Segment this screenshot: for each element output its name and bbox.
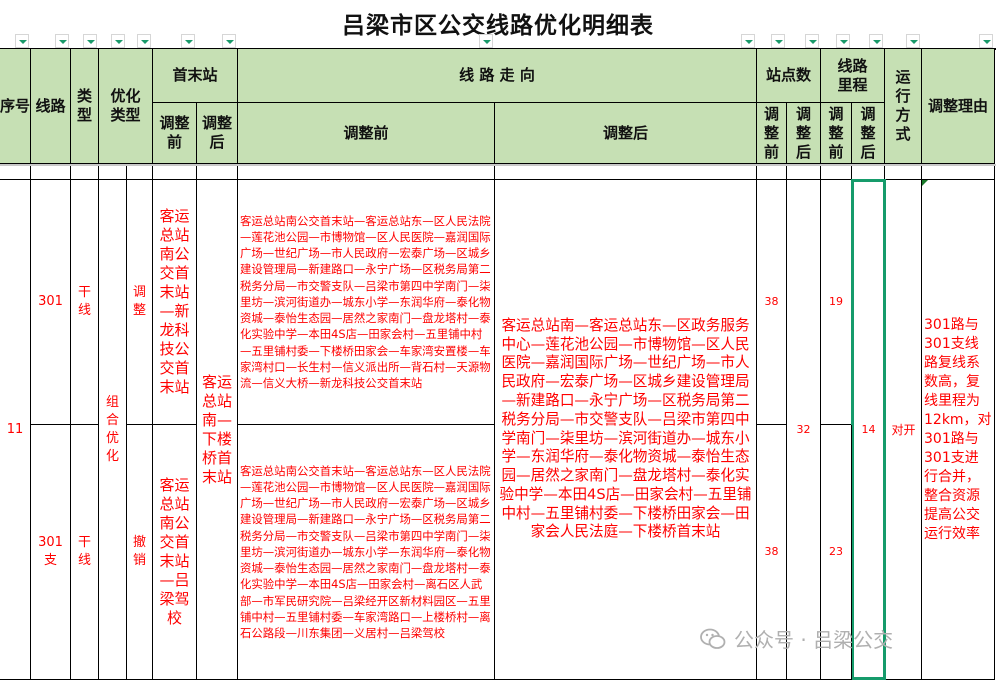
filter-dropdown-button[interactable] <box>55 34 69 48</box>
blank-cell[interactable] <box>99 166 127 180</box>
header-stops-after: 调整后 <box>787 103 821 164</box>
filter-dropdown-button[interactable] <box>111 34 125 48</box>
cell-type-1[interactable]: 干线 <box>71 180 99 425</box>
cell-mileage-after-selected[interactable]: 14 <box>851 179 886 680</box>
cell-opt-sub-1[interactable]: 调整 <box>127 180 153 425</box>
cell-terminal-before-2[interactable]: 客运总站南公交首末站—吕梁驾校 <box>153 425 197 680</box>
header-mileage-after: 调整后 <box>852 103 885 164</box>
filter-dropdown-button[interactable] <box>181 34 195 48</box>
header-route-after: 调整后 <box>495 103 757 164</box>
cell-line-1[interactable]: 301 <box>31 180 71 425</box>
blank-cell[interactable] <box>197 166 238 180</box>
header-terminal-before: 调整前 <box>153 103 197 164</box>
cell-route-before-2[interactable]: 客运总站南公交首末站—客运总站东—区人民法院—莲花池公园—市博物馆—区人民医院—… <box>238 425 495 680</box>
header-terminal: 首末站 <box>153 49 238 103</box>
cell-opt-sub-2[interactable]: 撤销 <box>127 425 153 680</box>
sheet-title: 吕梁市区公交线路优化明细表 <box>342 12 654 39</box>
cell-mode[interactable]: 对开 <box>886 180 922 680</box>
filter-dropdown-button[interactable] <box>137 34 151 48</box>
wechat-icon <box>700 628 726 649</box>
blank-cell[interactable] <box>153 166 197 180</box>
comment-indicator-icon <box>922 180 928 186</box>
blank-cell[interactable] <box>922 166 995 180</box>
filter-dropdown-button[interactable] <box>15 34 29 48</box>
header-top-border <box>0 48 996 50</box>
header-stops-before: 调整前 <box>757 103 787 164</box>
cell-stops-before-1[interactable]: 38 <box>757 180 787 425</box>
cell-route-after[interactable]: 客运总站南—客运总站东—区政务服务中心—莲花池公园—市博物馆—区人民医院—嘉润国… <box>495 180 757 680</box>
cell-stops-before-2[interactable]: 38 <box>757 425 787 680</box>
cell-opt-type[interactable]: 组合优化 <box>99 180 127 680</box>
blank-cell[interactable] <box>238 166 495 180</box>
cell-type-2[interactable]: 干线 <box>71 425 99 680</box>
blank-cell[interactable] <box>787 166 821 180</box>
blank-cell[interactable] <box>127 166 153 180</box>
watermark: 公众号 · 吕梁公交 <box>700 624 893 653</box>
blank-cell[interactable] <box>821 166 852 180</box>
cell-mileage-before-2[interactable]: 23 <box>821 425 852 680</box>
filter-dropdown-button[interactable] <box>741 34 755 48</box>
filter-dropdown-button[interactable] <box>771 34 785 48</box>
blank-cell[interactable] <box>885 166 922 180</box>
filter-dropdown-button[interactable] <box>805 34 819 48</box>
watermark-text: 公众号 · 吕梁公交 <box>734 628 894 652</box>
blank-cell[interactable] <box>71 166 99 180</box>
blank-cell[interactable] <box>757 166 787 180</box>
cell-terminal-before-1[interactable]: 客运总站南公交首末站—新龙科技公交首末站 <box>153 180 197 425</box>
cell-stops-after[interactable]: 32 <box>787 180 821 680</box>
cell-reason[interactable]: 301路与301支线路复线系数高，复线里程为12km，对301路与301支进行合… <box>922 180 995 680</box>
filter-dropdown-button[interactable] <box>222 34 236 48</box>
filter-dropdown-button[interactable] <box>979 34 993 48</box>
header-mileage: 线路里程 <box>821 49 885 103</box>
cell-seq[interactable]: 11 <box>0 180 31 680</box>
cell-mileage-before-1[interactable]: 19 <box>821 180 852 425</box>
header-route-before: 调整前 <box>238 103 495 164</box>
header-reason: 调整理由 <box>922 49 995 164</box>
blank-cell[interactable] <box>31 166 71 180</box>
cell-line-2[interactable]: 301支 <box>31 425 71 680</box>
header-terminal-after: 调整后 <box>197 103 238 164</box>
header-opt-type: 优化类型 <box>99 49 153 164</box>
filter-dropdown-button[interactable] <box>83 34 97 48</box>
blank-cell[interactable] <box>495 166 757 180</box>
header-mode: 运行方式 <box>885 49 922 164</box>
freeze-divider <box>0 164 996 166</box>
header-stops: 站点数 <box>757 49 821 103</box>
header-route: 线 路 走 向 <box>238 49 757 103</box>
header-seq: 序号 <box>0 49 31 164</box>
header-type: 类型 <box>71 49 99 164</box>
filter-dropdown-button[interactable] <box>906 34 920 48</box>
header-line: 线路 <box>31 49 71 164</box>
blank-cell[interactable] <box>0 166 31 180</box>
cell-terminal-after[interactable]: 客运总站南—下楼桥首末站 <box>197 180 238 680</box>
filter-dropdown-button[interactable] <box>836 34 850 48</box>
header-mileage-before: 调整前 <box>821 103 852 164</box>
blank-cell[interactable] <box>852 166 885 180</box>
cell-route-before-1[interactable]: 客运总站南公交首末站—客运总站东—区人民法院—莲花池公园—市博物馆—区人民医院—… <box>238 180 495 425</box>
filter-dropdown-button[interactable] <box>869 34 883 48</box>
filter-dropdown-button[interactable] <box>479 34 493 48</box>
